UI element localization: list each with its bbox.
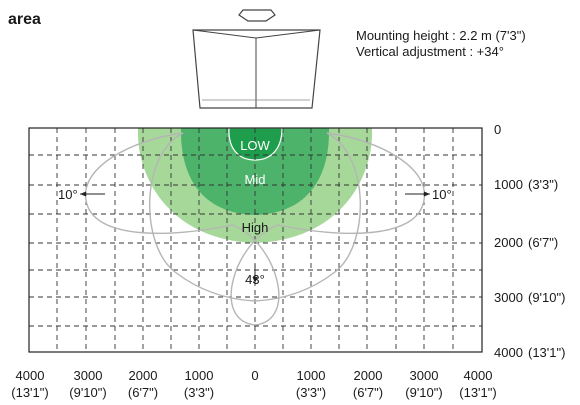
x-tick-unit: (6'7"): [128, 385, 158, 400]
y-axis-labels: 0 1000 (3'3") 2000 (6'7") 3000 (9'10") 4…: [494, 122, 565, 360]
y-tick-unit: (13'1"): [528, 345, 565, 360]
lamp-icon: [192, 9, 321, 109]
x-tick-unit: (6'7"): [353, 385, 383, 400]
x-tick-label: 2000: [129, 368, 158, 383]
mounting-height-label: Mounting height : 2.2 m (7'3"): [356, 28, 526, 43]
x-tick-unit: (13'1"): [459, 385, 496, 400]
x-tick-unit: (3'3"): [184, 385, 214, 400]
diagram-title: area: [8, 11, 41, 28]
plot-frame: [28, 127, 483, 353]
mid-zone: [180, 128, 330, 215]
x-tick-label: 3000: [410, 368, 439, 383]
x-tick-label: 3000: [74, 368, 103, 383]
x-tick-label: 1000: [185, 368, 214, 383]
y-tick-label: 1000: [494, 177, 523, 192]
left-angle-marker: 10°: [58, 187, 105, 202]
grid: [29, 128, 482, 352]
x-tick-label: 0: [251, 368, 258, 383]
y-tick-unit: (3'3"): [528, 177, 558, 192]
low-zone-label: LOW: [240, 138, 270, 153]
wide-beam-outline: [84, 132, 426, 326]
x-tick-unit: (13'1"): [11, 385, 48, 400]
center-beam-outline: [149, 132, 361, 302]
x-tick-label: 4000: [464, 368, 493, 383]
y-tick-label: 4000: [494, 345, 523, 360]
mid-zone-label: Mid: [245, 172, 266, 187]
y-tick-unit: (9'10"): [528, 290, 565, 305]
vertical-adjustment-label: Vertical adjustment : +34°: [356, 44, 504, 59]
x-tick-unit: (9'10"): [405, 385, 442, 400]
y-tick-label: 3000: [494, 290, 523, 305]
right-angle-label: 10°: [432, 187, 452, 202]
x-tick-label: 2000: [354, 368, 383, 383]
bottom-angle-marker: 43°: [245, 264, 265, 287]
x-tick-label: 1000: [297, 368, 326, 383]
x-tick-unit: (9'10"): [69, 385, 106, 400]
bottom-angle-label: 43°: [245, 272, 265, 287]
x-tick-unit: (3'3"): [296, 385, 326, 400]
right-angle-marker: 10°: [405, 187, 452, 202]
beam-outlines: [84, 132, 426, 326]
y-tick-unit: (6'7"): [528, 235, 558, 250]
x-tick-label: 4000: [16, 368, 45, 383]
y-tick-label: 0: [494, 122, 501, 137]
high-zone-label: High: [242, 220, 269, 235]
x-axis-labels: 4000 (13'1") 3000 (9'10") 2000 (6'7") 10…: [11, 368, 496, 400]
left-angle-label: 10°: [58, 187, 78, 202]
y-tick-label: 2000: [494, 235, 523, 250]
